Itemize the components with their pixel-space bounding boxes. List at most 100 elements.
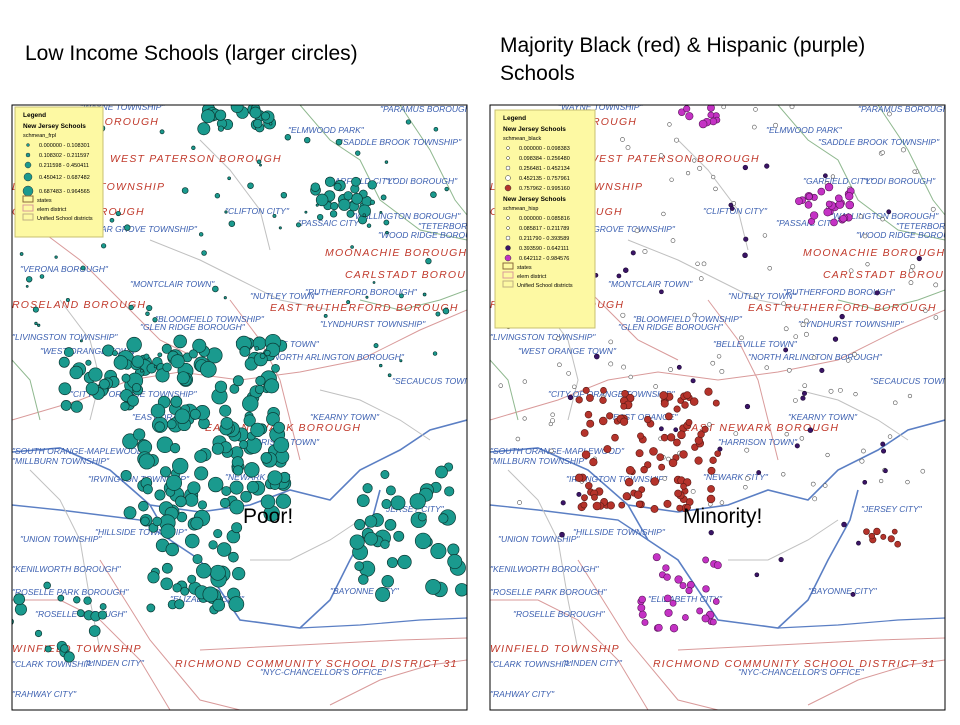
school-marker [676,364,682,370]
school-marker [685,171,691,176]
school-marker [668,367,674,372]
school-marker [804,318,809,324]
school-marker [155,368,170,383]
place-label: "JERSEY CITY" [861,504,923,514]
school-marker [663,573,671,581]
school-marker [621,364,627,370]
school-marker [600,386,607,394]
school-marker [173,334,187,349]
school-marker [166,474,183,491]
school-marker [550,418,556,424]
school-marker [633,490,643,500]
school-marker [642,248,648,254]
school-marker [442,307,450,315]
school-marker [778,556,784,563]
map-frame [489,104,946,711]
legend-other: Unified School districts [37,216,93,222]
school-marker [165,542,180,557]
place-label: "MONTCLAIR TOWN" [608,279,693,289]
school-marker [138,453,155,470]
school-marker [576,491,582,497]
school-marker [34,629,43,638]
place-label: "WEST ORANGE TOWN" [40,346,139,356]
school-marker [802,383,808,389]
school-marker [266,412,280,426]
school-marker [781,301,786,306]
school-marker [606,501,615,510]
school-marker [387,373,392,378]
school-marker [692,158,697,163]
school-marker [710,618,717,626]
place-label: "NEWARK CITY" [225,472,291,482]
school-marker [284,134,292,141]
school-marker [172,583,182,593]
place-label: "HILLSIDE TOWNSHIP" [95,527,188,537]
school-marker [269,122,273,126]
school-marker [498,383,503,388]
school-marker [397,554,412,570]
school-marker [786,367,792,373]
school-marker [733,431,739,436]
school-marker [88,625,101,637]
place-label: "CEDAR GROVE TOWNSHIP" [80,224,198,234]
legend-symbol [505,245,511,251]
school-marker [753,107,758,112]
left-title: Low Income Schools (larger circles) [25,42,358,65]
school-marker [795,197,803,206]
legend-box [14,106,104,238]
school-marker [315,203,319,207]
school-marker [812,496,818,502]
school-marker [572,384,577,390]
school-marker [721,105,726,110]
school-marker [246,480,260,494]
school-marker [157,352,163,358]
school-marker [856,94,860,98]
school-marker [936,75,940,79]
school-marker [585,482,593,490]
school-marker [221,486,232,496]
school-marker [600,66,604,70]
school-marker [12,618,14,625]
place-label: "ELIZABETH CITY" [648,594,723,604]
school-marker [710,360,716,366]
school-marker [444,486,455,497]
place-label: "WALLINGTON BOROUGH" [830,211,939,221]
place-label: EAST RUTHERFORD BOROUGH [748,302,937,314]
legend-heading: Legend [503,115,526,122]
school-marker [800,395,806,401]
school-marker [70,400,83,413]
school-marker [716,354,722,359]
school-marker [304,136,311,144]
school-marker [145,311,150,317]
school-marker [566,371,571,376]
boundary-line [39,229,201,361]
legend-class: 0.757962 - 0.995160 [519,186,570,192]
school-marker [660,399,669,408]
place-label: "VERONA BOROUGH" [20,264,109,274]
school-marker [65,297,70,303]
school-marker [662,564,670,572]
school-marker [379,363,383,368]
school-marker [653,384,658,389]
boundary-line [777,617,945,629]
school-marker [386,557,398,569]
school-marker [557,362,562,368]
school-marker [819,367,825,373]
school-marker [351,176,361,187]
school-marker [422,292,427,297]
school-marker [839,313,845,320]
school-marker [351,193,363,205]
school-marker [280,191,288,199]
school-marker [99,603,107,611]
school-marker [702,585,710,593]
school-marker [707,111,715,119]
school-marker [668,458,678,468]
school-marker [652,553,661,562]
school-marker [667,122,672,127]
school-marker [581,450,591,459]
school-marker [170,395,183,408]
school-marker [676,504,684,512]
school-marker [232,567,246,581]
school-marker [707,466,716,475]
legend-class: 0.642112 - 0.984576 [519,256,569,262]
